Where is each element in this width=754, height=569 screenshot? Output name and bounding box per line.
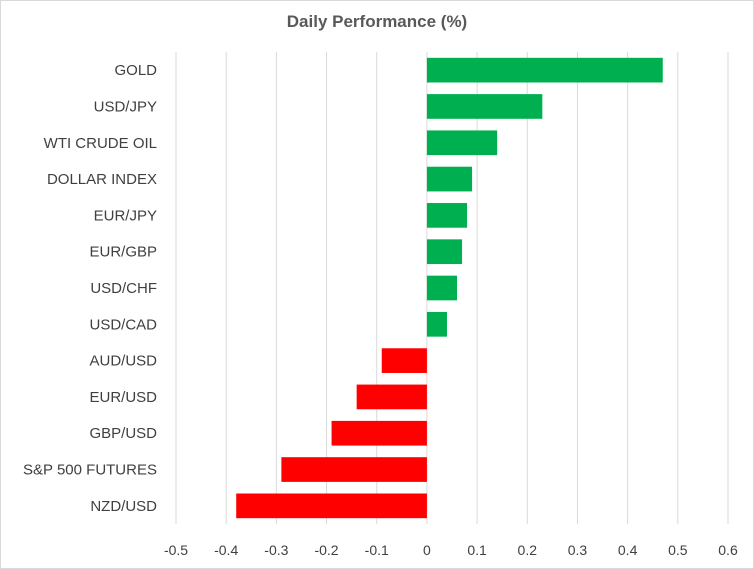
x-tick-label: -0.4 (214, 542, 238, 558)
category-label: S&P 500 FUTURES (23, 462, 157, 479)
bar (426, 311, 447, 337)
category-label: WTI CRUDE OIL (44, 135, 157, 152)
bar (426, 94, 543, 119)
bar (426, 239, 463, 265)
bars (236, 57, 663, 519)
category-label: USD/JPY (94, 98, 157, 115)
category-label: EUR/JPY (94, 207, 157, 224)
category-labels: GOLD USD/JPY WTI CRUDE OIL DOLLAR INDEX EUR/… (23, 62, 157, 515)
category-label: NZD/USD (90, 498, 157, 515)
x-tick-label: 0.1 (467, 542, 487, 558)
category-label: EUR/GBP (89, 244, 157, 261)
bar (426, 275, 458, 301)
bar (426, 166, 473, 192)
x-tick-label: -0.3 (264, 542, 288, 558)
category-label: USD/CHF (90, 280, 157, 297)
x-tick-label: 0.2 (518, 542, 538, 558)
x-tick-label: 0.3 (568, 542, 588, 558)
bar (281, 457, 427, 482)
x-tick-label: 0.6 (718, 542, 738, 558)
bar (426, 130, 498, 156)
category-label: AUD/USD (89, 353, 157, 370)
bar (331, 420, 427, 446)
x-tick-label: 0.4 (618, 542, 638, 558)
x-tick-label: -0.5 (164, 542, 188, 558)
bar (381, 348, 427, 373)
bar (426, 203, 468, 228)
category-label: GBP/USD (89, 425, 157, 442)
x-tick-label: -0.1 (365, 542, 389, 558)
x-tick-label: 0.5 (668, 542, 688, 558)
bar (356, 384, 427, 410)
x-tick-labels: -0.5 -0.4 -0.3 -0.2 -0.1 0 0.1 0.2 0.3 0.4 0.5 0.6 (164, 542, 738, 558)
bar (236, 493, 427, 519)
bar (426, 57, 663, 83)
category-label: DOLLAR INDEX (47, 171, 157, 188)
category-label: USD/CAD (89, 316, 157, 333)
category-label: EUR/USD (89, 389, 157, 406)
chart-title: Daily Performance (%) (286, 12, 468, 31)
category-label: GOLD (114, 62, 157, 79)
x-tick-label: -0.2 (314, 542, 338, 558)
x-tick-label: 0 (423, 542, 431, 558)
